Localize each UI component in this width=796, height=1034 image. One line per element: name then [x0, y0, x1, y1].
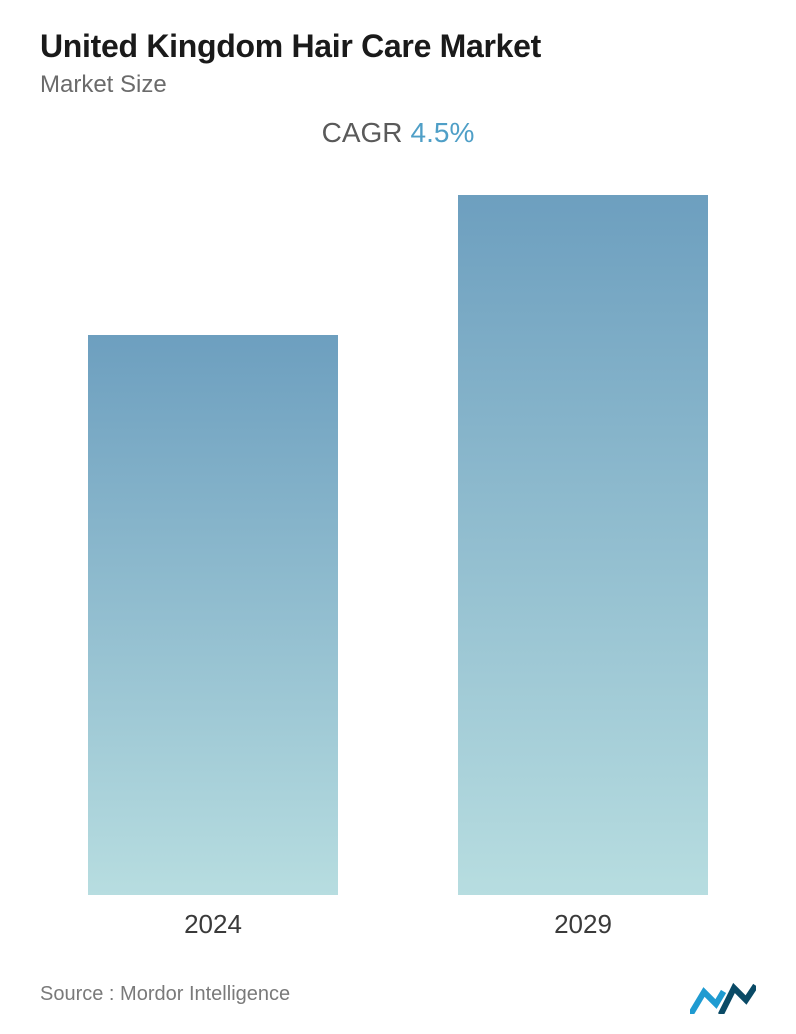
bar-chart: 2024 2029	[40, 149, 756, 940]
cagr-row: CAGR 4.5%	[40, 117, 756, 149]
mordor-logo-icon	[690, 974, 756, 1014]
bar-wrap: 2029	[458, 195, 708, 940]
logo-line-2	[722, 988, 754, 1012]
source-text: Source : Mordor Intelligence	[40, 983, 290, 1006]
chart-footer: Source : Mordor Intelligence	[40, 970, 756, 1014]
chart-container: United Kingdom Hair Care Market Market S…	[0, 0, 796, 1034]
cagr-value: 4.5%	[411, 117, 475, 148]
chart-subtitle: Market Size	[40, 71, 756, 99]
logo-line-1	[692, 992, 722, 1012]
chart-title: United Kingdom Hair Care Market	[40, 28, 756, 65]
bar	[88, 335, 338, 895]
bar-label: 2024	[184, 909, 242, 940]
bar-wrap: 2024	[88, 335, 338, 940]
bar	[458, 195, 708, 895]
bar-label: 2029	[554, 909, 612, 940]
cagr-label: CAGR	[322, 117, 403, 148]
